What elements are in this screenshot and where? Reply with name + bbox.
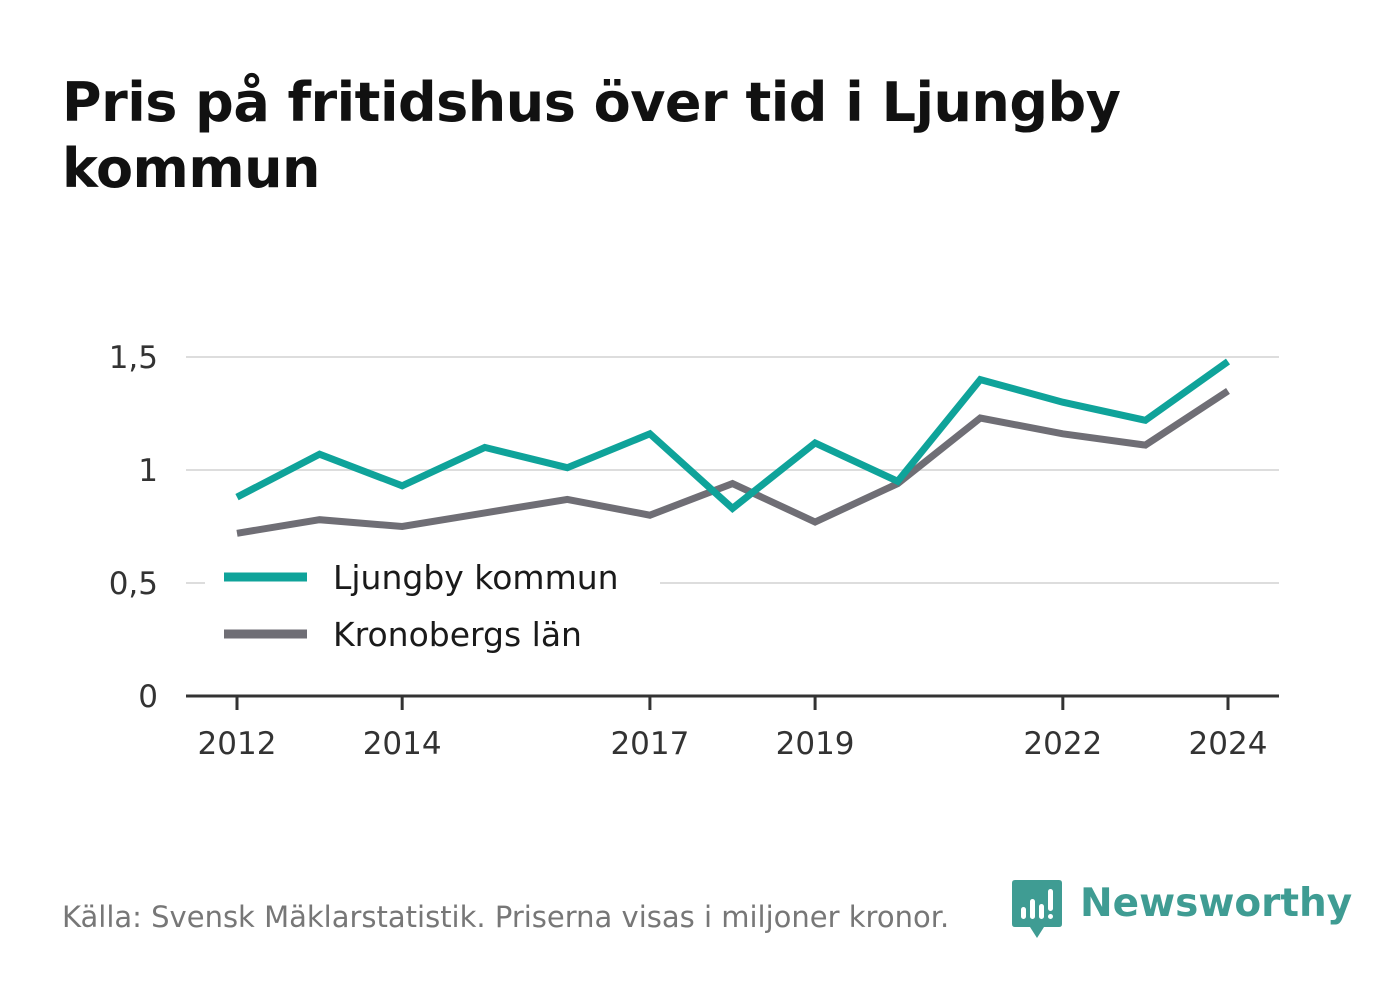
source-note: Källa: Svensk Mäklarstatistik. Priserna … <box>62 900 950 934</box>
series-line-ljungby <box>235 358 1231 513</box>
grid-lines: 0 0,5 1 1,5 <box>109 340 1279 715</box>
series-line-kronoberg <box>236 387 1230 537</box>
legend-label-kronoberg: Kronobergs län <box>333 615 582 654</box>
y-tick-label: 1 <box>138 453 158 489</box>
x-tick-label: 2014 <box>363 726 442 762</box>
legend-label-ljungby: Ljungby kommun <box>333 558 619 597</box>
y-tick-label: 0 <box>138 679 158 715</box>
x-tick-label: 2012 <box>198 726 277 762</box>
y-tick-label: 1,5 <box>109 340 158 376</box>
x-tick-label: 2024 <box>1189 726 1268 762</box>
x-tick-label: 2017 <box>610 726 689 762</box>
legend: Ljungby kommun Kronobergs län <box>205 548 660 663</box>
x-tick-label: 2019 <box>776 726 855 762</box>
bar-chart-speech-bubble-icon <box>1012 880 1062 938</box>
series-lines <box>235 358 1231 537</box>
x-axis: 2012 2014 2017 2019 2022 2024 <box>186 694 1279 762</box>
newsworthy-logo: Newsworthy <box>1012 880 1352 940</box>
x-tick-label: 2022 <box>1023 726 1102 762</box>
y-tick-label: 0,5 <box>109 566 158 602</box>
legend-background <box>205 548 660 663</box>
chart-title: Pris på fritidshus över tid i Ljungby ko… <box>62 71 1121 200</box>
logo-text: Newsworthy <box>1080 881 1353 926</box>
